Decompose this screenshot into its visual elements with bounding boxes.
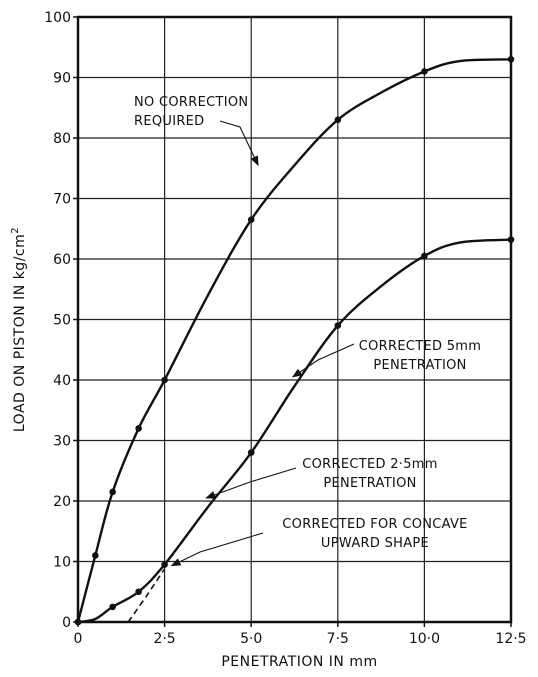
y-axis-label-superscript: 2 [10, 227, 21, 234]
x-tick-label: 5·0 [240, 631, 262, 647]
series-1-point [161, 376, 168, 384]
x-axis-label: PENETRATION IN mm [221, 654, 377, 670]
y-axis-label-main: LOAD ON PISTON IN kg/cm [12, 234, 28, 432]
series-3-line [127, 568, 166, 623]
y-tick-label: 80 [53, 131, 71, 147]
ticks: 0 10 20 30 40 50 60 70 80 90 100 0 2·5 5·0 7·5 10·0 12·5 [44, 10, 526, 647]
y-axis-label-group: LOAD ON PISTON IN kg/cm2 [10, 227, 28, 432]
annotation-3-line-2: PENETRATION [323, 476, 416, 491]
series-2-point [109, 603, 116, 611]
y-tick-label: 100 [44, 10, 71, 26]
x-tick-label: 0 [74, 631, 83, 647]
y-tick-label: 90 [53, 71, 71, 87]
annotation-4-line-2: UPWARD SHAPE [321, 536, 429, 551]
y-axis-label: LOAD ON PISTON IN kg/cm2 [10, 227, 28, 432]
annotation-4-line-1: CORRECTED FOR CONCAVE [282, 517, 467, 532]
y-tick-label: 50 [53, 313, 71, 329]
series-2-line [77, 238, 512, 624]
annotations: NO CORRECTION REQUIRED CORRECTED 5mm PENETR… [134, 95, 481, 567]
series-1-point [247, 216, 255, 223]
annotation-1-line-1: NO CORRECTION [134, 95, 248, 110]
annotation-4-leader [170, 532, 264, 567]
y-tick-label: 30 [53, 434, 71, 450]
series-2-point [161, 561, 168, 568]
x-tick-label: 12·5 [495, 631, 526, 647]
annotation-2-leader [291, 343, 355, 378]
series-1-point [92, 552, 99, 559]
annotation-1-leader [219, 120, 259, 167]
y-tick-label: 60 [53, 252, 71, 268]
x-tick-label: 10·0 [409, 631, 440, 647]
series-1-point [109, 488, 116, 496]
series-1-point [421, 68, 428, 75]
annotation-3-leader [205, 467, 297, 499]
series-1-point [334, 116, 342, 124]
series-2-point [247, 449, 255, 456]
series-2-point [421, 252, 428, 260]
annotation-1-line-2: REQUIRED [134, 114, 205, 129]
series-2-point [334, 322, 342, 329]
series-2-point [135, 588, 142, 596]
y-tick-label: 10 [53, 555, 71, 571]
x-tick-label: 2·5 [153, 631, 175, 647]
annotation-3-line-1: CORRECTED 2·5mm [302, 457, 437, 472]
series-1-point [135, 425, 142, 432]
annotation-2-line-1: CORRECTED 5mm [359, 339, 481, 354]
y-tick-label: 20 [53, 494, 71, 510]
y-tick-label: 70 [53, 192, 71, 208]
y-tick-label: 0 [62, 615, 71, 631]
y-tick-label: 40 [53, 373, 71, 389]
x-tick-label: 7·5 [327, 631, 349, 647]
annotation-2-line-2: PENETRATION [373, 358, 466, 373]
